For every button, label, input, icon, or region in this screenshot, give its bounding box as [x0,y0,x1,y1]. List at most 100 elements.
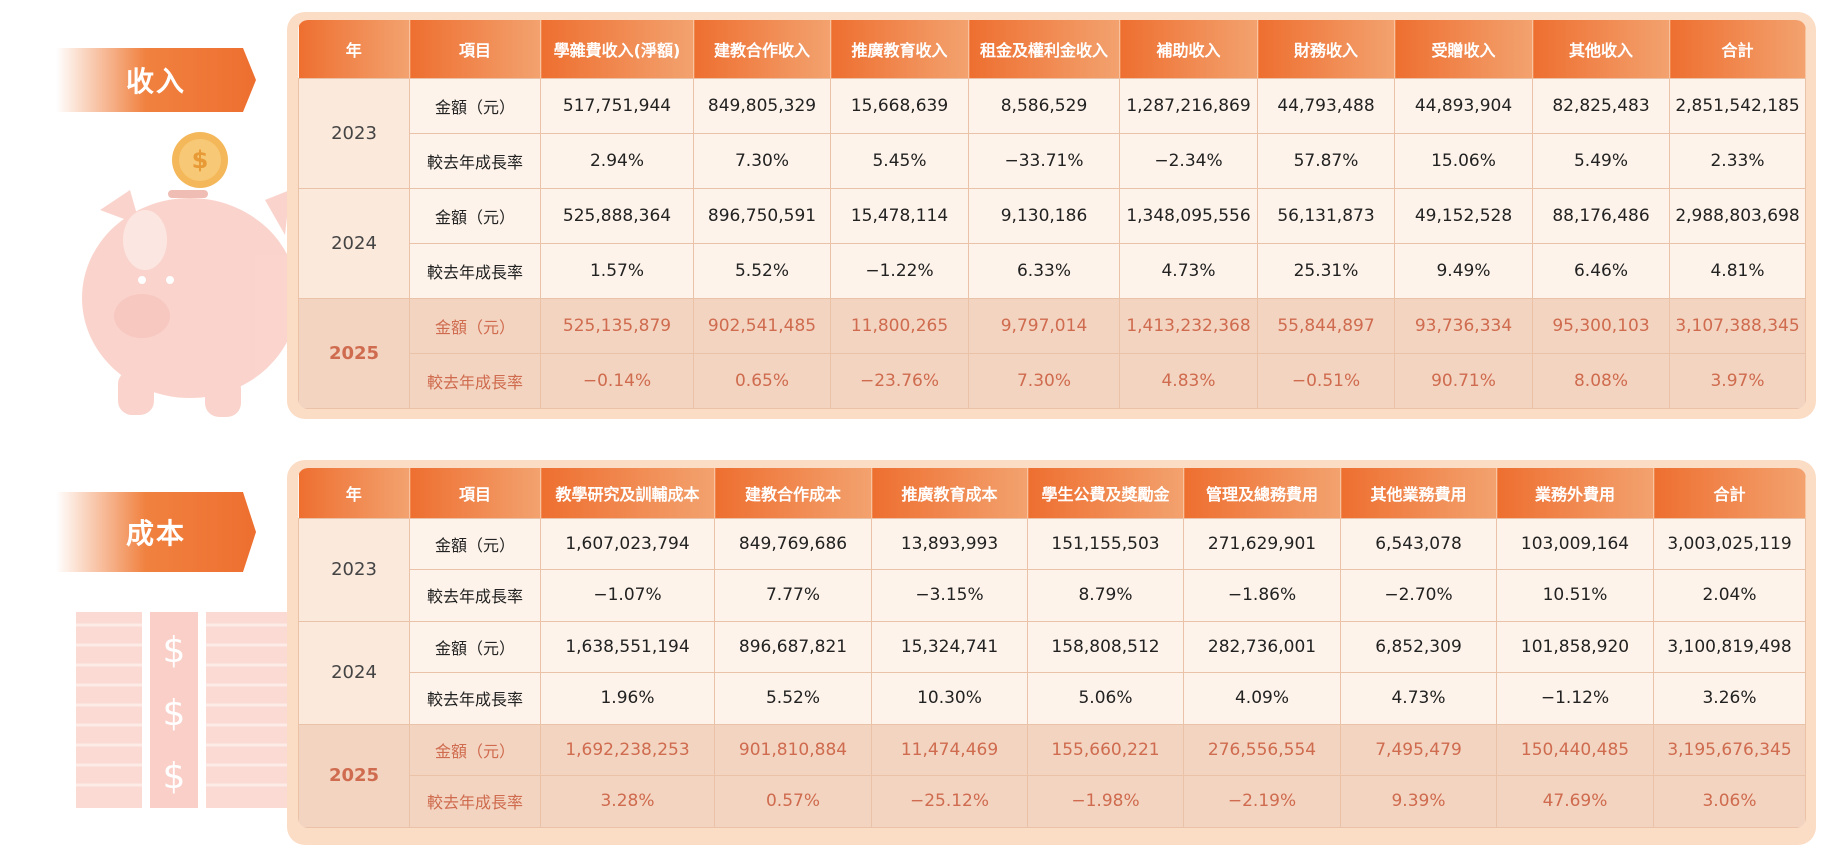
value-cell: 101,858,920 [1496,620,1654,673]
value-cell: 6,852,309 [1340,620,1497,673]
money-stack: $ $ $ [76,612,322,808]
value-cell: 8.79% [1027,569,1184,622]
svg-text:$: $ [163,693,186,734]
value-cell: 11,474,469 [871,723,1028,776]
header-cell: 補助收入 [1119,20,1258,78]
value-cell: 3.28% [540,775,715,828]
coin: $ [172,132,228,188]
value-cell: 7,495,479 [1340,723,1497,776]
header-cell: 合計 [1653,468,1806,518]
svg-text:$: $ [163,756,186,797]
value-cell: −25.12% [871,775,1028,828]
header-cell: 其他收入 [1532,20,1670,78]
value-cell: 103,009,164 [1496,517,1654,570]
data-row: 2023 金額（元） 517,751,944 849,805,329 15,668,63… [298,77,1806,189]
value-cell: 896,750,591 [693,187,831,244]
value-cell: 25.31% [1257,242,1395,299]
cost-frame: 年項目 教學研究及訓輔成本 建教合作成本 推廣教育成本 學生公費及獎勵金 管理及總務費用其… [287,460,1816,845]
value-cell: 47.69% [1496,775,1654,828]
value-cell: 271,629,901 [1183,517,1341,570]
value-cell: 282,736,001 [1183,620,1341,673]
item-cell: 金額（元） [409,620,541,673]
value-cell: −3.15% [871,569,1028,622]
income-table: 年項目 學雜費收入(淨額) 建教合作收入 推廣教育收入 租金及權利金收入 補助收入 財務收入… [298,20,1806,409]
value-cell: 9,130,186 [968,187,1120,244]
header-cell: 年 [298,20,410,78]
value-cell: 55,844,897 [1257,297,1395,354]
income-frame: 年項目 學雜費收入(淨額) 建教合作收入 推廣教育收入 租金及權利金收入 補助收入 財務收入… [287,12,1816,419]
value-cell: 7.30% [693,132,831,189]
data-row: 較去年成長率 1.96% 5.52% 10.30% 5.06% 4.09% 4.73% −1.… [299,672,1806,725]
header-cell: 年 [298,468,410,518]
value-cell: 5.52% [693,242,831,299]
value-cell: 849,805,329 [693,77,831,134]
value-cell: 2.33% [1669,132,1806,189]
value-cell: 93,736,334 [1394,297,1533,354]
value-cell: −0.51% [1257,352,1395,409]
value-cell: 6,543,078 [1340,517,1497,570]
value-cell: 44,793,488 [1257,77,1395,134]
value-cell: 1,692,238,253 [540,723,715,776]
decoration: $ $ $ $ [56,48,322,808]
value-cell: 3.06% [1653,775,1806,828]
value-cell: 11,800,265 [830,297,969,354]
value-cell: 2.04% [1653,569,1806,622]
value-cell: 4.09% [1183,672,1341,725]
value-cell: 90.71% [1394,352,1533,409]
value-cell: 8,586,529 [968,77,1120,134]
value-cell: 1.96% [540,672,715,725]
value-cell: 5.06% [1027,672,1184,725]
data-row: 較去年成長率 −0.14% 0.65% −23.76% 7.30% 4.83% −0.51%… [299,352,1806,409]
data-row: 2024 金額（元） 525,888,364 896,750,591 15,478,11… [298,187,1806,299]
data-row: 較去年成長率 2.94% 7.30% 5.45% −33.71% −2.34% 57.87%… [299,132,1806,189]
value-cell: 5.45% [830,132,969,189]
value-cell: 7.30% [968,352,1120,409]
value-cell: 158,808,512 [1027,620,1184,673]
item-cell: 較去年成長率 [409,569,541,622]
value-cell: −1.86% [1183,569,1341,622]
value-cell: 15.06% [1394,132,1533,189]
value-cell: 6.33% [968,242,1120,299]
data-row: 2025 金額（元） 525,135,879 902,541,485 11,800,26… [298,297,1806,409]
data-row: 較去年成長率 3.28% 0.57% −25.12% −1.98% −2.19% 9.39%… [299,775,1806,828]
year-cell: 2024 [298,187,410,299]
value-cell: 2,988,803,698 [1669,187,1806,244]
value-cell: 15,324,741 [871,620,1028,673]
income-label: 收入 [125,65,186,98]
item-cell: 較去年成長率 [409,242,541,299]
value-cell: 1,413,232,368 [1119,297,1258,354]
item-cell: 較去年成長率 [409,775,541,828]
value-cell: 525,888,364 [540,187,694,244]
value-cell: 13,893,993 [871,517,1028,570]
header-cell: 財務收入 [1257,20,1395,78]
header-row: 年項目 學雜費收入(淨額) 建教合作收入 推廣教育收入 租金及權利金收入 補助收入 財務收入… [298,20,1806,78]
header-cell: 建教合作成本 [714,468,872,518]
value-cell: 88,176,486 [1532,187,1670,244]
value-cell: 3,100,819,498 [1653,620,1806,673]
value-cell: −0.14% [540,352,694,409]
value-cell: 2.94% [540,132,694,189]
data-row: 較去年成長率 1.57% 5.52% −1.22% 6.33% 4.73% 25.31% 9.… [299,242,1806,299]
value-cell: 10.51% [1496,569,1654,622]
value-cell: 49,152,528 [1394,187,1533,244]
value-cell: 4.73% [1340,672,1497,725]
year-cell: 2023 [298,77,410,189]
value-cell: 15,478,114 [830,187,969,244]
value-cell: 4.73% [1119,242,1258,299]
data-row: 2024 金額（元） 1,638,551,194 896,687,821 15,324,… [298,620,1806,725]
item-cell: 金額（元） [409,723,541,776]
value-cell: 1,348,095,556 [1119,187,1258,244]
header-row: 年項目 教學研究及訓輔成本 建教合作成本 推廣教育成本 學生公費及獎勵金 管理及總務費用其… [298,468,1806,518]
year-cell: 2024 [298,620,410,725]
data-row: 2025 金額（元） 1,692,238,253 901,810,884 11,474,… [298,723,1806,828]
year-cell: 2025 [298,723,410,828]
header-cell: 學生公費及獎勵金 [1027,468,1184,518]
value-cell: 3.97% [1669,352,1806,409]
value-cell: 56,131,873 [1257,187,1395,244]
cost-banner-shape [56,492,256,572]
header-cell: 推廣教育成本 [871,468,1028,518]
value-cell: 82,825,483 [1532,77,1670,134]
item-cell: 較去年成長率 [409,672,541,725]
header-cell: 其他業務費用 [1340,468,1497,518]
value-cell: 2,851,542,185 [1669,77,1806,134]
